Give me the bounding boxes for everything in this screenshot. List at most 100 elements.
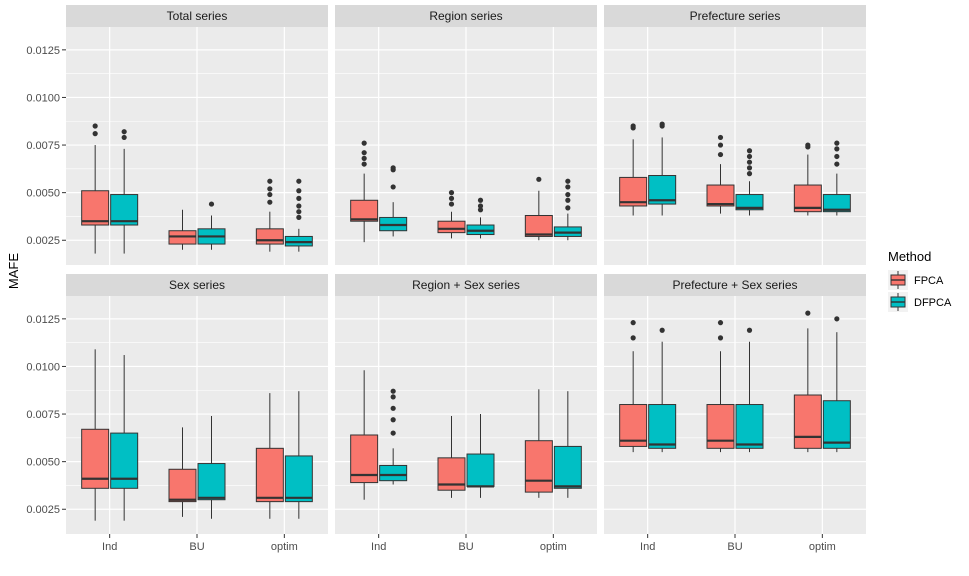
box-iqr	[822, 194, 851, 213]
outlier-point	[390, 394, 396, 400]
box-iqr	[735, 404, 764, 449]
outlier-point	[717, 134, 724, 141]
boxplot-bu-fpca	[706, 320, 735, 453]
facet-strip	[604, 5, 866, 27]
box-iqr	[81, 190, 110, 226]
outlier-point	[390, 165, 396, 171]
boxplot-ind-dfpca	[110, 355, 139, 521]
facet-title: Sex series	[169, 278, 225, 292]
y-axis: 0.0025 0.0050 0.0075 0.0100 0.0125	[26, 314, 66, 516]
x-tick-label: Ind	[102, 541, 117, 553]
outlier-point	[477, 197, 484, 203]
outlier-point	[267, 178, 273, 184]
x-axis-panel: Ind BU optim	[371, 534, 567, 553]
outlier-point	[746, 148, 753, 154]
outlier-point	[390, 417, 396, 423]
legend-label: FPCA	[914, 275, 944, 287]
outlier-point	[208, 201, 215, 207]
x-axis-panel: Ind BU optim	[102, 534, 298, 553]
outlier-point	[834, 146, 840, 152]
facet-panel: Region + Sex series	[335, 274, 597, 534]
outlier-point	[717, 335, 724, 341]
boxplot-bu-fpca	[168, 209, 197, 250]
outlier-point	[630, 335, 636, 341]
y-tick-label: 0.0075	[26, 140, 60, 152]
boxplot-bu-dfpca	[735, 327, 764, 453]
box-iqr	[379, 464, 408, 482]
outlier-point	[296, 178, 302, 184]
facet-title: Total series	[167, 9, 228, 23]
facet-strip	[604, 274, 866, 296]
facet-panel: Total series	[66, 5, 328, 265]
outlier-point	[746, 327, 753, 333]
box-iqr	[793, 394, 822, 449]
facet-panels: Total series Region series Prefecture seri…	[66, 5, 866, 534]
facet-panel: Prefecture + Sex series	[604, 274, 866, 534]
outlier-point	[659, 121, 665, 127]
boxplot-optim-fpca	[793, 310, 822, 453]
boxplot-ind-fpca	[81, 349, 110, 521]
box-iqr	[822, 400, 851, 449]
box-iqr	[110, 194, 139, 226]
outlier-point	[717, 142, 724, 148]
boxplot-bu-dfpca	[197, 415, 226, 519]
legend-key-dfpca: DFPCA	[888, 292, 952, 312]
x-axis: Ind BU optim Ind BU optim Ind BU optim	[102, 534, 836, 553]
x-tick-label: BU	[189, 541, 204, 553]
outlier-point	[536, 176, 542, 182]
outlier-point	[805, 310, 811, 316]
box-iqr	[619, 404, 648, 447]
y-tick-label: 0.0100	[26, 361, 60, 373]
outlier-point	[565, 184, 571, 190]
boxplot-ind-dfpca	[648, 121, 677, 216]
outlier-point	[659, 327, 665, 333]
legend-title: Method	[888, 249, 931, 264]
boxplot-bu-dfpca	[466, 414, 495, 498]
outlier-point	[477, 207, 484, 213]
boxplot-optim-fpca	[793, 142, 822, 216]
legend-key-fpca: FPCA	[888, 270, 944, 290]
outlier-point	[746, 171, 753, 177]
outlier-point	[296, 195, 302, 201]
outlier-point	[121, 134, 127, 141]
y-tick-label: 0.0100	[26, 92, 60, 104]
facet-panel: Sex series	[66, 274, 328, 534]
box-iqr	[524, 214, 553, 237]
outlier-point	[267, 191, 273, 198]
x-tick-label: optim	[540, 541, 567, 553]
x-tick-label: Ind	[371, 541, 386, 553]
outlier-point	[121, 129, 127, 135]
boxplot-bu-dfpca	[197, 201, 226, 250]
legend: Method FPCA DFPCA	[888, 249, 952, 312]
outlier-point	[565, 205, 571, 211]
outlier-point	[805, 142, 811, 148]
boxplot-optim-dfpca	[553, 178, 582, 241]
outlier-point	[448, 195, 455, 201]
outlier-point	[296, 203, 302, 209]
boxplot-bu-dfpca	[466, 197, 495, 239]
y-tick-label: 0.0050	[26, 188, 60, 200]
x-tick-label: Ind	[640, 541, 655, 553]
outlier-point	[92, 131, 98, 137]
box-iqr	[197, 463, 226, 501]
outlier-point	[630, 123, 636, 129]
y-tick-label: 0.0050	[26, 457, 60, 469]
facet-title: Prefecture + Sex series	[672, 278, 797, 292]
boxplot-ind-fpca	[619, 320, 648, 453]
boxplot-optim-dfpca	[822, 316, 851, 453]
box-iqr	[284, 455, 313, 503]
boxplot-optim-dfpca	[822, 140, 851, 216]
outlier-point	[361, 150, 367, 156]
facet-panel: Prefecture series	[604, 5, 866, 265]
boxplot-optim-fpca	[255, 393, 284, 519]
outlier-point	[296, 188, 302, 194]
box-iqr	[255, 447, 284, 503]
box-iqr	[350, 199, 379, 222]
outlier-point	[717, 320, 724, 326]
boxplot-ind-fpca	[350, 140, 379, 243]
boxplot-optim-dfpca	[284, 178, 313, 252]
box-iqr	[168, 468, 197, 503]
x-axis-panel: Ind BU optim	[640, 534, 836, 553]
outlier-point	[92, 123, 98, 129]
